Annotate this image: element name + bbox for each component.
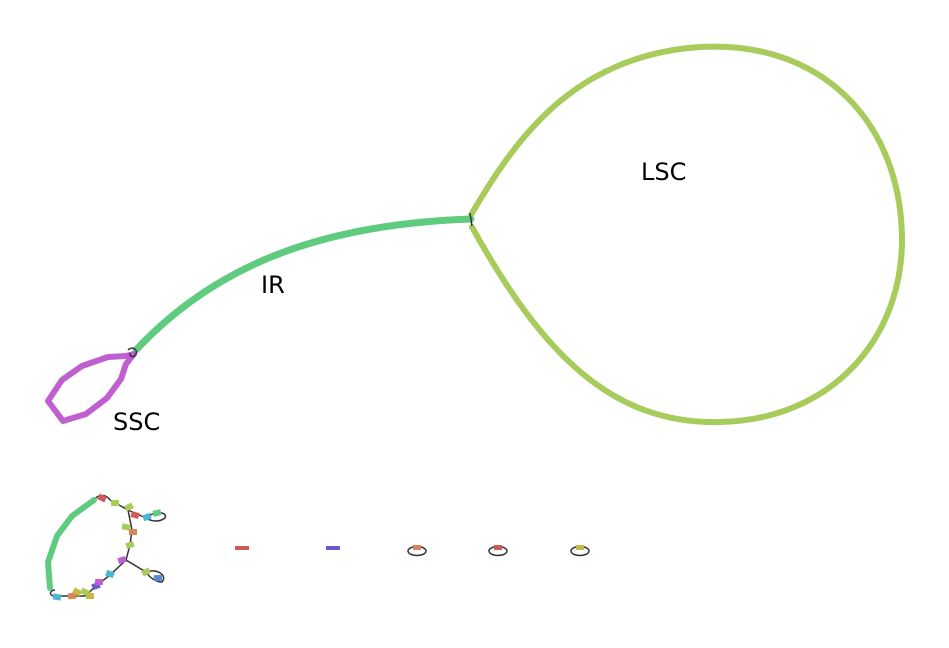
small-graph-node	[117, 556, 127, 564]
small-graph-node	[125, 540, 135, 550]
small-graph-node	[142, 512, 152, 522]
lsc-segment[interactable]	[468, 43, 906, 426]
fragment-node	[576, 545, 584, 550]
ssc-segment[interactable]	[45, 351, 137, 424]
lsc-ir-junction	[469, 212, 473, 227]
small-graph-node	[105, 569, 115, 579]
small-graph-node	[121, 523, 131, 531]
tiny-fragments	[235, 545, 590, 557]
small-graph-node-markers	[52, 493, 163, 601]
main-component: LSC IR SSC	[45, 43, 906, 436]
small-graph-node	[72, 587, 82, 597]
small-graph-node	[52, 593, 62, 601]
small-graph-node	[128, 528, 138, 536]
ir-ssc-junction	[127, 347, 138, 358]
small-graph-node	[141, 567, 151, 577]
fragment-node	[494, 545, 502, 550]
small-fragmented-component[interactable]	[44, 493, 167, 601]
fragment-node	[413, 545, 421, 550]
small-graph-links	[49, 494, 167, 597]
ssc-label: SSC	[113, 408, 160, 436]
small-graph-node	[86, 593, 94, 599]
small-graph-node	[110, 499, 120, 507]
small-graph-node	[152, 509, 162, 517]
small-graph-green-segment	[44, 497, 97, 591]
small-graph-node	[94, 578, 104, 586]
small-graph-node	[153, 574, 163, 582]
lsc-label: LSC	[641, 158, 686, 186]
ir-segment[interactable]	[132, 215, 475, 354]
small-graph-node	[124, 502, 134, 512]
small-graph-node	[67, 592, 77, 600]
small-graph-node	[97, 493, 107, 503]
small-graph-node	[130, 511, 140, 519]
ir-label: IR	[261, 271, 285, 299]
